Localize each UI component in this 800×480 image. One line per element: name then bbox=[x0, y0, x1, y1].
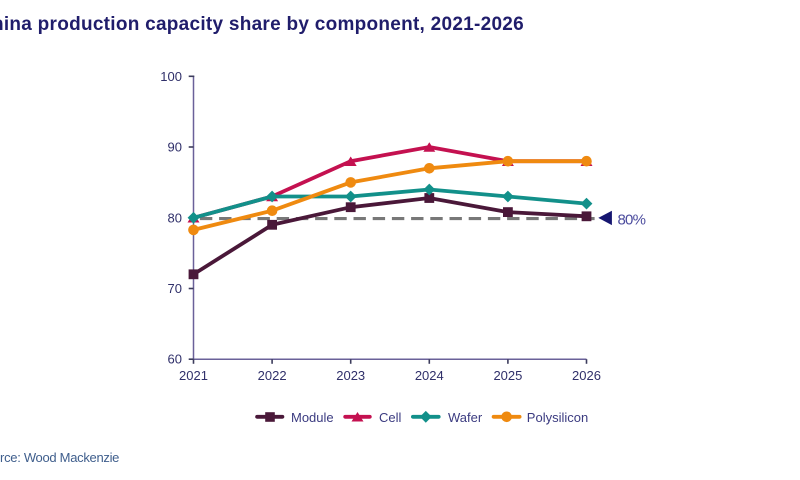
svg-text:100: 100 bbox=[160, 69, 182, 84]
svg-text:Polysilicon: Polysilicon bbox=[527, 410, 588, 425]
svg-text:80%: 80% bbox=[618, 212, 646, 229]
svg-text:2024: 2024 bbox=[415, 368, 444, 383]
svg-text:2022: 2022 bbox=[258, 368, 287, 383]
svg-text:60: 60 bbox=[168, 352, 182, 367]
svg-text:90: 90 bbox=[168, 140, 182, 155]
svg-text:70: 70 bbox=[168, 281, 182, 296]
svg-text:Wafer: Wafer bbox=[448, 410, 483, 425]
svg-text:2026: 2026 bbox=[572, 368, 601, 383]
svg-text:Cell: Cell bbox=[379, 410, 402, 425]
svg-text:80: 80 bbox=[168, 210, 182, 225]
svg-text:2021: 2021 bbox=[179, 368, 208, 383]
svg-text:2023: 2023 bbox=[336, 368, 365, 383]
svg-text:Module: Module bbox=[291, 410, 334, 425]
svg-text:2025: 2025 bbox=[493, 368, 522, 383]
